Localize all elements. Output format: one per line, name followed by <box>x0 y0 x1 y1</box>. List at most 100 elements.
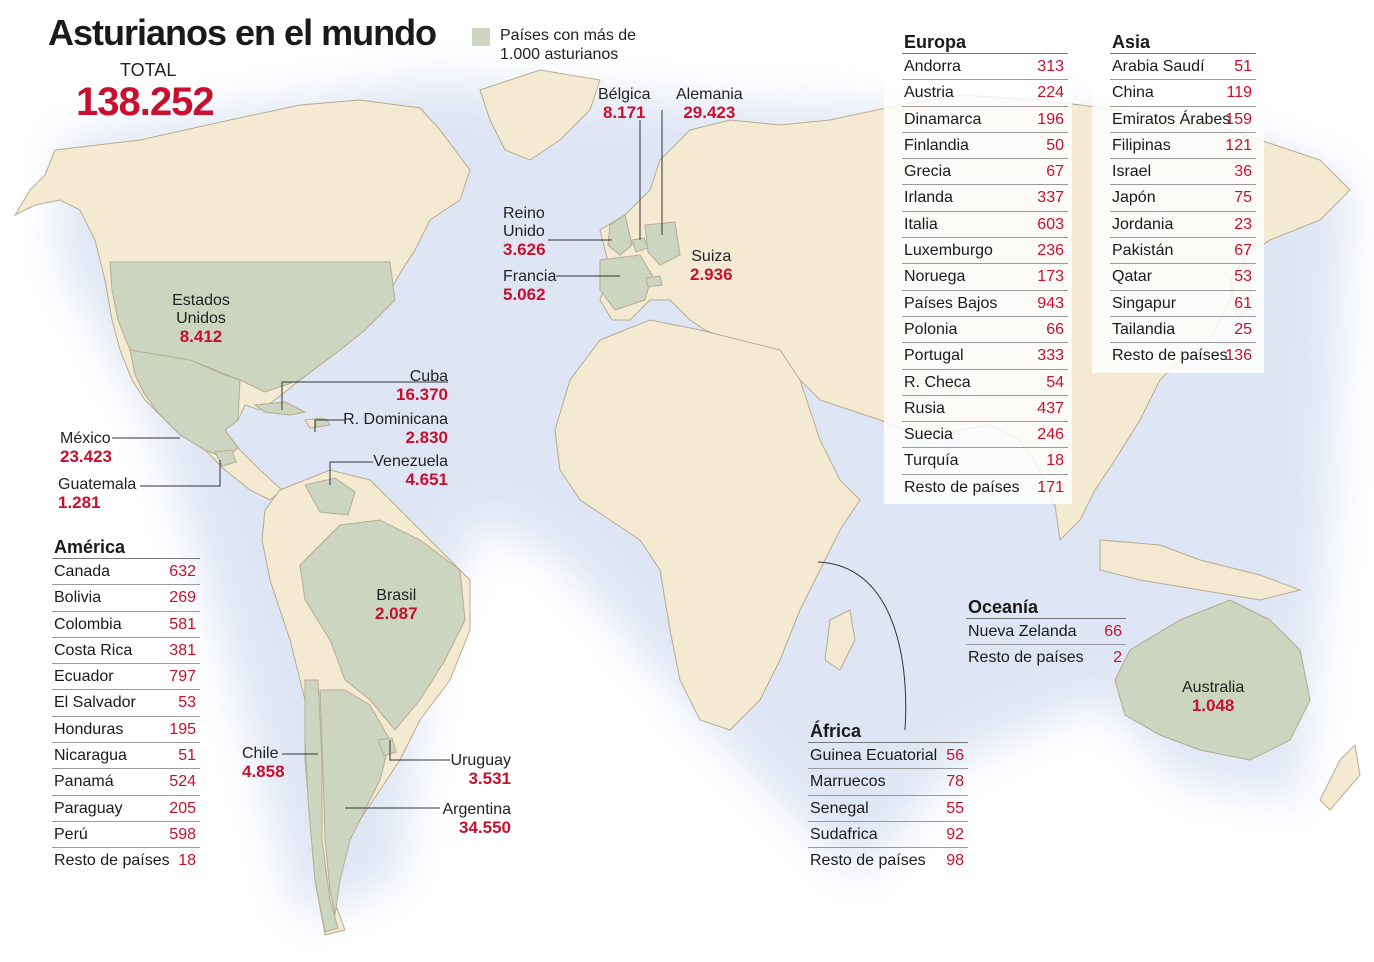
region-chile <box>304 679 339 933</box>
table-row: Resto de países 98 <box>810 852 964 870</box>
table-row: Honduras 195 <box>52 717 200 744</box>
table-row: Ecuador 797 <box>52 664 200 691</box>
table-row: Paraguay 205 <box>52 796 200 822</box>
table-row: Arabia Saudí 51 <box>1110 54 1256 81</box>
table-row: Italia 603 <box>902 212 1068 239</box>
table-row: Rusia 437 <box>902 396 1068 423</box>
table-europa: Europa Andorra 313 Austria 224 Dinamarca 19… <box>884 31 1072 505</box>
table-row: Panamá 524 <box>52 769 200 796</box>
table-row: China 119 <box>1110 80 1256 107</box>
table-row: Nicaragua 51 <box>52 743 200 770</box>
table-row: Filipinas 121 <box>1110 133 1256 160</box>
label-uruguay: Uruguay 3.531 <box>450 752 511 788</box>
label-argentina: Argentina 34.550 <box>442 801 512 837</box>
region-switzerland <box>645 275 663 288</box>
table-africa-title: África <box>808 720 968 743</box>
table-row: Canada 632 <box>52 559 200 586</box>
table-europa-title: Europa <box>902 31 1068 54</box>
table-row: Luxemburgo 236 <box>902 238 1068 265</box>
table-row: Suecia 246 <box>902 422 1068 449</box>
land-greenland <box>479 69 601 161</box>
table-row: Finlandia 50 <box>902 133 1068 160</box>
land-indonesia <box>1099 539 1302 601</box>
table-row: Qatar 53 <box>1110 264 1256 291</box>
table-america-title: América <box>52 536 200 559</box>
table-row: Polonia 66 <box>902 317 1068 344</box>
table-row: Emiratos Árabes 159 <box>1110 107 1256 133</box>
table-row: Singapur 61 <box>1110 291 1256 317</box>
table-asia: Asia Arabia Saudí 51 China 119 Emiratos Ár… <box>1092 31 1264 373</box>
leader-guatemala <box>140 460 221 487</box>
table-row: Nueva Zelanda 66 <box>966 619 1126 646</box>
region-argentina <box>319 689 391 916</box>
leader-lines <box>112 110 907 809</box>
label-venezuela: Venezuela 4.651 <box>373 453 448 489</box>
table-row: Noruega 173 <box>902 264 1068 291</box>
table-row: Países Bajos 943 <box>902 291 1068 317</box>
label-chile: Chile 4.858 <box>242 745 285 781</box>
table-row: Resto de países 18 <box>54 852 196 870</box>
table-row: Grecia 67 <box>902 159 1068 186</box>
table-row: Irlanda 337 <box>902 185 1068 212</box>
leader-uruguay <box>389 740 450 761</box>
table-row: R. Checa 54 <box>902 370 1068 396</box>
table-row: Austria 224 <box>902 80 1068 107</box>
table-oceania: Oceanía Nueva Zelanda 66 Resto de países 2 <box>966 596 1126 671</box>
label-estados-unidos: Estados Unidos 8.412 <box>172 292 230 346</box>
label-r-dominicana: R. Dominicana 2.830 <box>343 411 448 447</box>
region-uruguay <box>377 737 397 757</box>
leader-r-dominicana <box>314 419 345 432</box>
table-row: Resto de países 136 <box>1112 347 1252 365</box>
leader-cuba <box>281 381 448 410</box>
label-francia: Francia 5.062 <box>503 268 557 304</box>
label-brasil: Brasil 2.087 <box>375 587 418 623</box>
table-row: Japón 75 <box>1110 185 1256 212</box>
table-row: Sudafrica 92 <box>808 822 968 849</box>
leader-venezuela <box>329 461 373 485</box>
table-row: Pakistán 67 <box>1110 238 1256 265</box>
table-row: Resto de países 2 <box>968 649 1122 667</box>
table-row: Resto de países 171 <box>904 478 1064 496</box>
table-america: América Canada 632 Bolivia 269 Colombia 581… <box>52 536 200 874</box>
region-uk <box>607 214 633 256</box>
table-row: Costa Rica 381 <box>52 638 200 665</box>
table-row: Andorra 313 <box>902 54 1068 81</box>
label-cuba: Cuba 16.370 <box>396 368 448 404</box>
region-australia <box>1114 599 1311 761</box>
region-france <box>599 254 653 311</box>
region-dominican-rep <box>314 418 331 428</box>
table-row: El Salvador 53 <box>52 690 200 717</box>
label-mexico: México 23.423 <box>60 430 112 466</box>
label-australia: Australia 1.048 <box>1182 679 1245 715</box>
table-row: Turquía 18 <box>902 448 1068 475</box>
legend-text: Países con más de 1.000 asturianos <box>500 27 637 63</box>
label-alemania: Alemania 29.423 <box>676 86 743 122</box>
table-row: Bolivia 269 <box>52 585 200 612</box>
label-reino-unido: Reino Unido 3.626 <box>503 205 546 259</box>
land-africa <box>554 319 861 731</box>
total-value: 138.252 <box>76 80 215 124</box>
land-new-zealand <box>1319 743 1361 811</box>
table-asia-title: Asia <box>1110 31 1256 54</box>
table-row: Tailandia 25 <box>1110 317 1256 344</box>
label-belgica: Bélgica 8.171 <box>598 86 651 122</box>
table-oceania-title: Oceanía <box>966 596 1126 619</box>
land-madagascar <box>824 609 856 671</box>
table-row: Colombia 581 <box>52 612 200 638</box>
region-brazil <box>299 519 466 731</box>
page-title: Asturianos en el mundo <box>48 12 437 53</box>
highlighted-countries <box>109 214 1311 933</box>
legend-swatch <box>472 28 490 46</box>
table-africa: África Guinea Ecuatorial 56 Marruecos 78 S… <box>808 720 968 873</box>
table-row: Israel 36 <box>1110 159 1256 186</box>
region-germany <box>644 221 681 266</box>
table-row: Dinamarca 196 <box>902 107 1068 133</box>
table-row: Marruecos 78 <box>808 769 968 796</box>
table-row: Jordania 23 <box>1110 212 1256 239</box>
label-guatemala: Guatemala 1.281 <box>58 476 137 512</box>
table-row: Perú 598 <box>52 822 200 849</box>
table-row: Portugal 333 <box>902 343 1068 370</box>
table-row: Senegal 55 <box>808 796 968 822</box>
label-suiza: Suiza 2.936 <box>690 248 733 284</box>
total-label: TOTAL <box>120 60 177 80</box>
